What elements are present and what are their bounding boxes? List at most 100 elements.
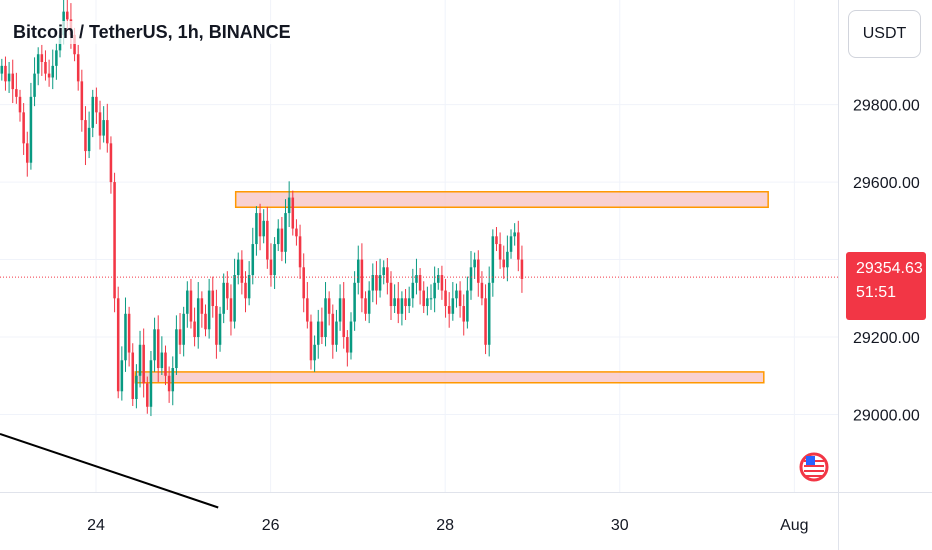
candle-body (382, 267, 385, 276)
candle-body (146, 383, 149, 407)
candle-body (113, 182, 116, 299)
candle-body (320, 321, 324, 338)
candle-body (76, 54, 80, 82)
candle-body (371, 275, 375, 291)
candle-body (222, 282, 225, 314)
candle-body (335, 321, 338, 345)
candle-body (226, 282, 229, 299)
candle-body (262, 220, 265, 237)
candle-body (240, 259, 244, 283)
candle-body (287, 197, 291, 214)
candle-body (44, 61, 47, 74)
candle-body (469, 267, 473, 291)
candle-body (7, 73, 11, 82)
candle-body (171, 368, 175, 392)
support-resistance-zones (134, 191, 769, 384)
candle-body (266, 220, 269, 260)
candle-body (116, 298, 120, 392)
candle-body (415, 275, 418, 283)
candle-body (142, 344, 145, 384)
candle-body (353, 282, 356, 322)
candle-body (273, 244, 276, 276)
candle-body (298, 236, 302, 268)
candle-body (258, 213, 262, 237)
candle-body (495, 236, 498, 245)
candle-body (186, 290, 189, 314)
trendline (0, 432, 219, 509)
candle-body (367, 290, 371, 314)
candle-body (95, 96, 98, 113)
candle-body (466, 290, 469, 322)
candle-body (498, 244, 502, 260)
x-tick-label: 24 (87, 517, 105, 534)
candle-body (47, 73, 51, 78)
candle-body (451, 298, 455, 314)
candle-body (51, 65, 55, 78)
candle-body (404, 298, 407, 307)
current-price-value: 29354.63 (856, 260, 923, 277)
candle-body (91, 96, 95, 128)
candle-body (291, 197, 295, 229)
candle-body (215, 306, 218, 345)
candle-body (229, 298, 233, 322)
candle-body (135, 375, 138, 400)
candle-body (378, 275, 382, 291)
candle-body (356, 259, 360, 283)
candle-body (484, 298, 487, 345)
candle-body (138, 344, 142, 376)
us-flag-icon[interactable] (799, 447, 829, 489)
candle-body (87, 127, 91, 152)
candlestick-series (0, 0, 524, 417)
candle-body (73, 34, 76, 55)
candle-body (80, 81, 84, 121)
x-tick-label: 28 (436, 517, 454, 534)
candle-body (182, 313, 185, 345)
candle-body (440, 275, 444, 291)
candle-body (18, 96, 22, 113)
candle-body (517, 232, 520, 260)
candle-body (109, 143, 113, 183)
candle-body (153, 329, 156, 361)
candle-body (149, 360, 153, 407)
candle-body (418, 275, 422, 291)
y-tick-label: 29200.00 (853, 330, 920, 347)
candle-body (411, 282, 415, 299)
candle-body (400, 298, 404, 314)
candle-body (302, 267, 305, 299)
candle-body (4, 65, 7, 82)
candle-body (338, 298, 342, 322)
candle-body (477, 259, 480, 283)
candle-body (200, 298, 204, 314)
candle-body (84, 120, 87, 152)
currency-button[interactable]: USDT (848, 10, 921, 58)
x-tick-label: 30 (611, 517, 629, 534)
candle-body (127, 313, 131, 353)
candle-body (55, 50, 58, 66)
candle-body (276, 228, 280, 245)
candle-body (375, 275, 378, 291)
candle-body (98, 112, 102, 136)
zone-rectangle (234, 191, 769, 209)
zone-rectangle (134, 371, 765, 384)
candle-body (189, 290, 193, 322)
x-axis[interactable]: 24 26 28 30 Aug (87, 517, 808, 534)
candle-body (29, 96, 33, 163)
candle-body (269, 259, 273, 276)
candle-body (22, 112, 25, 144)
candle-body (211, 290, 215, 307)
candle-body (131, 352, 135, 400)
candle-body (164, 352, 167, 376)
candle-body (280, 228, 284, 252)
candle-body (102, 120, 105, 136)
candle-body (167, 375, 171, 392)
candle-body (233, 275, 236, 322)
candle-body (393, 298, 396, 307)
candle-body (15, 89, 18, 97)
y-tick-label: 29800.00 (853, 98, 920, 115)
candle-body (433, 282, 436, 299)
candle-body (422, 290, 426, 307)
candle-body (360, 259, 364, 299)
